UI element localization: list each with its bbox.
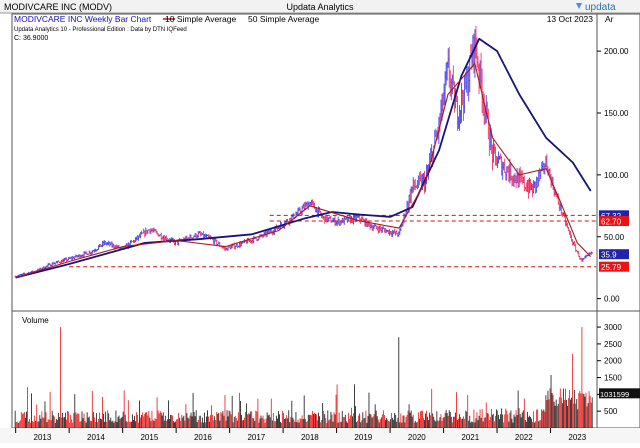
level-badge	[599, 210, 629, 221]
x-tick-label: 2015	[140, 433, 158, 442]
price-tick-label: 200.00	[604, 47, 629, 56]
volume-title: Volume	[22, 316, 49, 325]
level-badge	[599, 216, 629, 227]
volume-bars	[14, 327, 593, 428]
price-tick-label: 150.00	[604, 109, 629, 118]
chart-title: MODIVCARE INC Weekly Bar Chart	[14, 14, 152, 24]
level-badge	[599, 249, 629, 260]
x-axis-ticks: 2013 2014 2015 2016 2017 2018 2019 2020 2021 2022…	[15, 428, 587, 442]
level-badge-label: 35.9	[601, 251, 617, 260]
x-tick-label: 2018	[301, 433, 319, 442]
x-tick-label: 2019	[354, 433, 372, 442]
chart-date: 13 Oct 2023	[547, 14, 594, 24]
sma10-line	[15, 62, 592, 279]
price-tick-label: 100.00	[604, 171, 629, 180]
x-tick-label: 2016	[194, 433, 212, 442]
volume-tick-label: 2500	[604, 340, 622, 349]
price-tick-label: 0.00	[604, 295, 620, 304]
level-badge-label: 62.70	[601, 218, 622, 227]
x-tick-label: 2021	[461, 433, 479, 442]
level-badge-label: 25.79	[601, 263, 622, 272]
x-tick-label: 2013	[34, 433, 52, 442]
corner-label: Ar	[605, 14, 614, 24]
volume-tick-label: 500	[604, 407, 618, 416]
title-bar	[0, 0, 640, 13]
sma50-line	[15, 37, 592, 279]
window-title-center: Updata Analytics	[286, 2, 354, 12]
window-title-left: MODIVCARE INC (MODV)	[4, 2, 112, 12]
volume-tick-label: 3000	[604, 323, 622, 332]
price-axis-panel	[596, 13, 640, 312]
moving-averages	[15, 37, 592, 279]
x-tick-label: 2014	[87, 433, 105, 442]
x-axis-strip	[0, 428, 640, 443]
volume-axis-ticks: 500100015002000250030001031599	[597, 323, 640, 416]
x-tick-label: 2020	[408, 433, 426, 442]
close-price: C: 36.9000	[14, 35, 48, 42]
price-bars	[14, 25, 594, 278]
price-tick-label: 50.00	[604, 233, 625, 242]
x-tick-label: 2017	[247, 433, 265, 442]
x-tick-label: 2022	[515, 433, 533, 442]
updata-logo: updata	[576, 2, 616, 13]
volume-last-label: 1031599	[600, 390, 629, 399]
x-tick-label: 2023	[568, 433, 586, 442]
price-pane	[11, 13, 598, 312]
volume-tick-label: 2000	[604, 357, 622, 366]
edition-note: Updata Analytics 10 - Professional Editi…	[14, 27, 187, 33]
volume-axis-panel	[596, 310, 640, 429]
updata-logo-icon	[576, 3, 582, 9]
legend-sma50: 50 Simple Average	[248, 14, 319, 24]
updata-logo-text: updata	[585, 2, 616, 13]
volume-last-badge	[599, 388, 640, 399]
price-axis-ticks: 0.00 50.00 100.00 150.00 200.00	[597, 47, 629, 304]
legend-sma10: 10 Simple Average	[165, 14, 236, 24]
level-badge	[599, 261, 629, 272]
volume-tick-label: 1500	[604, 374, 622, 383]
